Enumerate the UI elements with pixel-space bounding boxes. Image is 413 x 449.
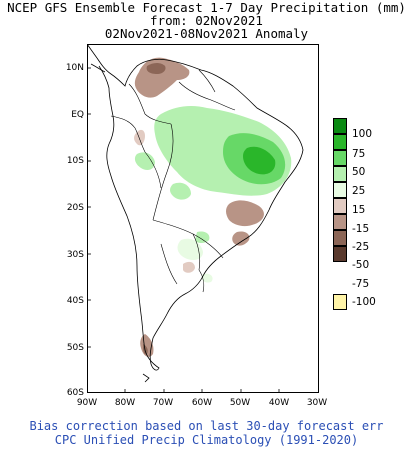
legend-label-neg25: -25 [352, 241, 370, 253]
lon-label-80w: 80W [114, 398, 136, 408]
legend-label-50: 50 [352, 166, 366, 178]
legend-label-neg75: -75 [352, 278, 370, 290]
coastlines [87, 44, 304, 383]
legend-label-neg50: -50 [352, 259, 370, 271]
country-borders [110, 69, 236, 293]
lon-label-70w: 70W [152, 398, 174, 408]
climatology-note: CPC Unified Precip Climatology (1991-202… [54, 433, 359, 447]
lat-label-eq: EQ [71, 110, 84, 120]
legend-swatch-neg25 [333, 214, 347, 230]
map-frame [87, 44, 319, 393]
legend-swatch-100 [333, 118, 347, 134]
legend-swatch-neg15 [333, 198, 347, 214]
lat-label-30s: 30S [66, 250, 84, 260]
lon-label-40w: 40W [268, 398, 290, 408]
legend-swatch-neg50 [333, 230, 347, 246]
legend-swatch-15 [333, 182, 347, 198]
wet-anomaly-regions [134, 106, 292, 283]
lon-label-30w: 30W [306, 398, 328, 408]
lat-label-40s: 40S [66, 296, 84, 306]
lat-label-60s: 60S [66, 388, 84, 398]
lon-label-90w: 90W [76, 398, 98, 408]
lat-label-50s: 50S [66, 343, 84, 353]
lat-label-10s: 10S [66, 156, 84, 166]
legend-swatch-50 [333, 150, 347, 166]
lat-label-20s: 20S [66, 203, 84, 213]
legend-swatch-75 [333, 134, 347, 150]
legend-label-25: 25 [352, 185, 366, 197]
lat-label-10n: 10N [65, 63, 84, 73]
legend-label-neg15: -15 [352, 223, 370, 235]
forecast-start-date: from: 02Nov2021 [150, 13, 263, 28]
legend-label-neg100: -100 [352, 296, 376, 308]
map-title: NCEP GFS Ensemble Forecast 1-7 Day Preci… [7, 0, 406, 15]
precipitation-anomaly-map [87, 44, 319, 393]
legend-swatch-25 [333, 166, 347, 182]
legend-swatch-neg75 [333, 246, 347, 262]
lon-label-60w: 60W [191, 398, 213, 408]
axis-ticks [87, 67, 280, 393]
map-background [87, 44, 319, 393]
legend-label-100: 100 [352, 128, 373, 140]
anomaly-period: 02Nov2021-08Nov2021 Anomaly [104, 26, 309, 41]
lon-label-50w: 50W [229, 398, 251, 408]
legend-label-15: 15 [352, 204, 366, 216]
bias-correction-note: Bias correction based on last 30-day for… [29, 419, 384, 433]
legend-label-75: 75 [352, 148, 366, 160]
legend-swatch-neg100 [333, 294, 347, 310]
